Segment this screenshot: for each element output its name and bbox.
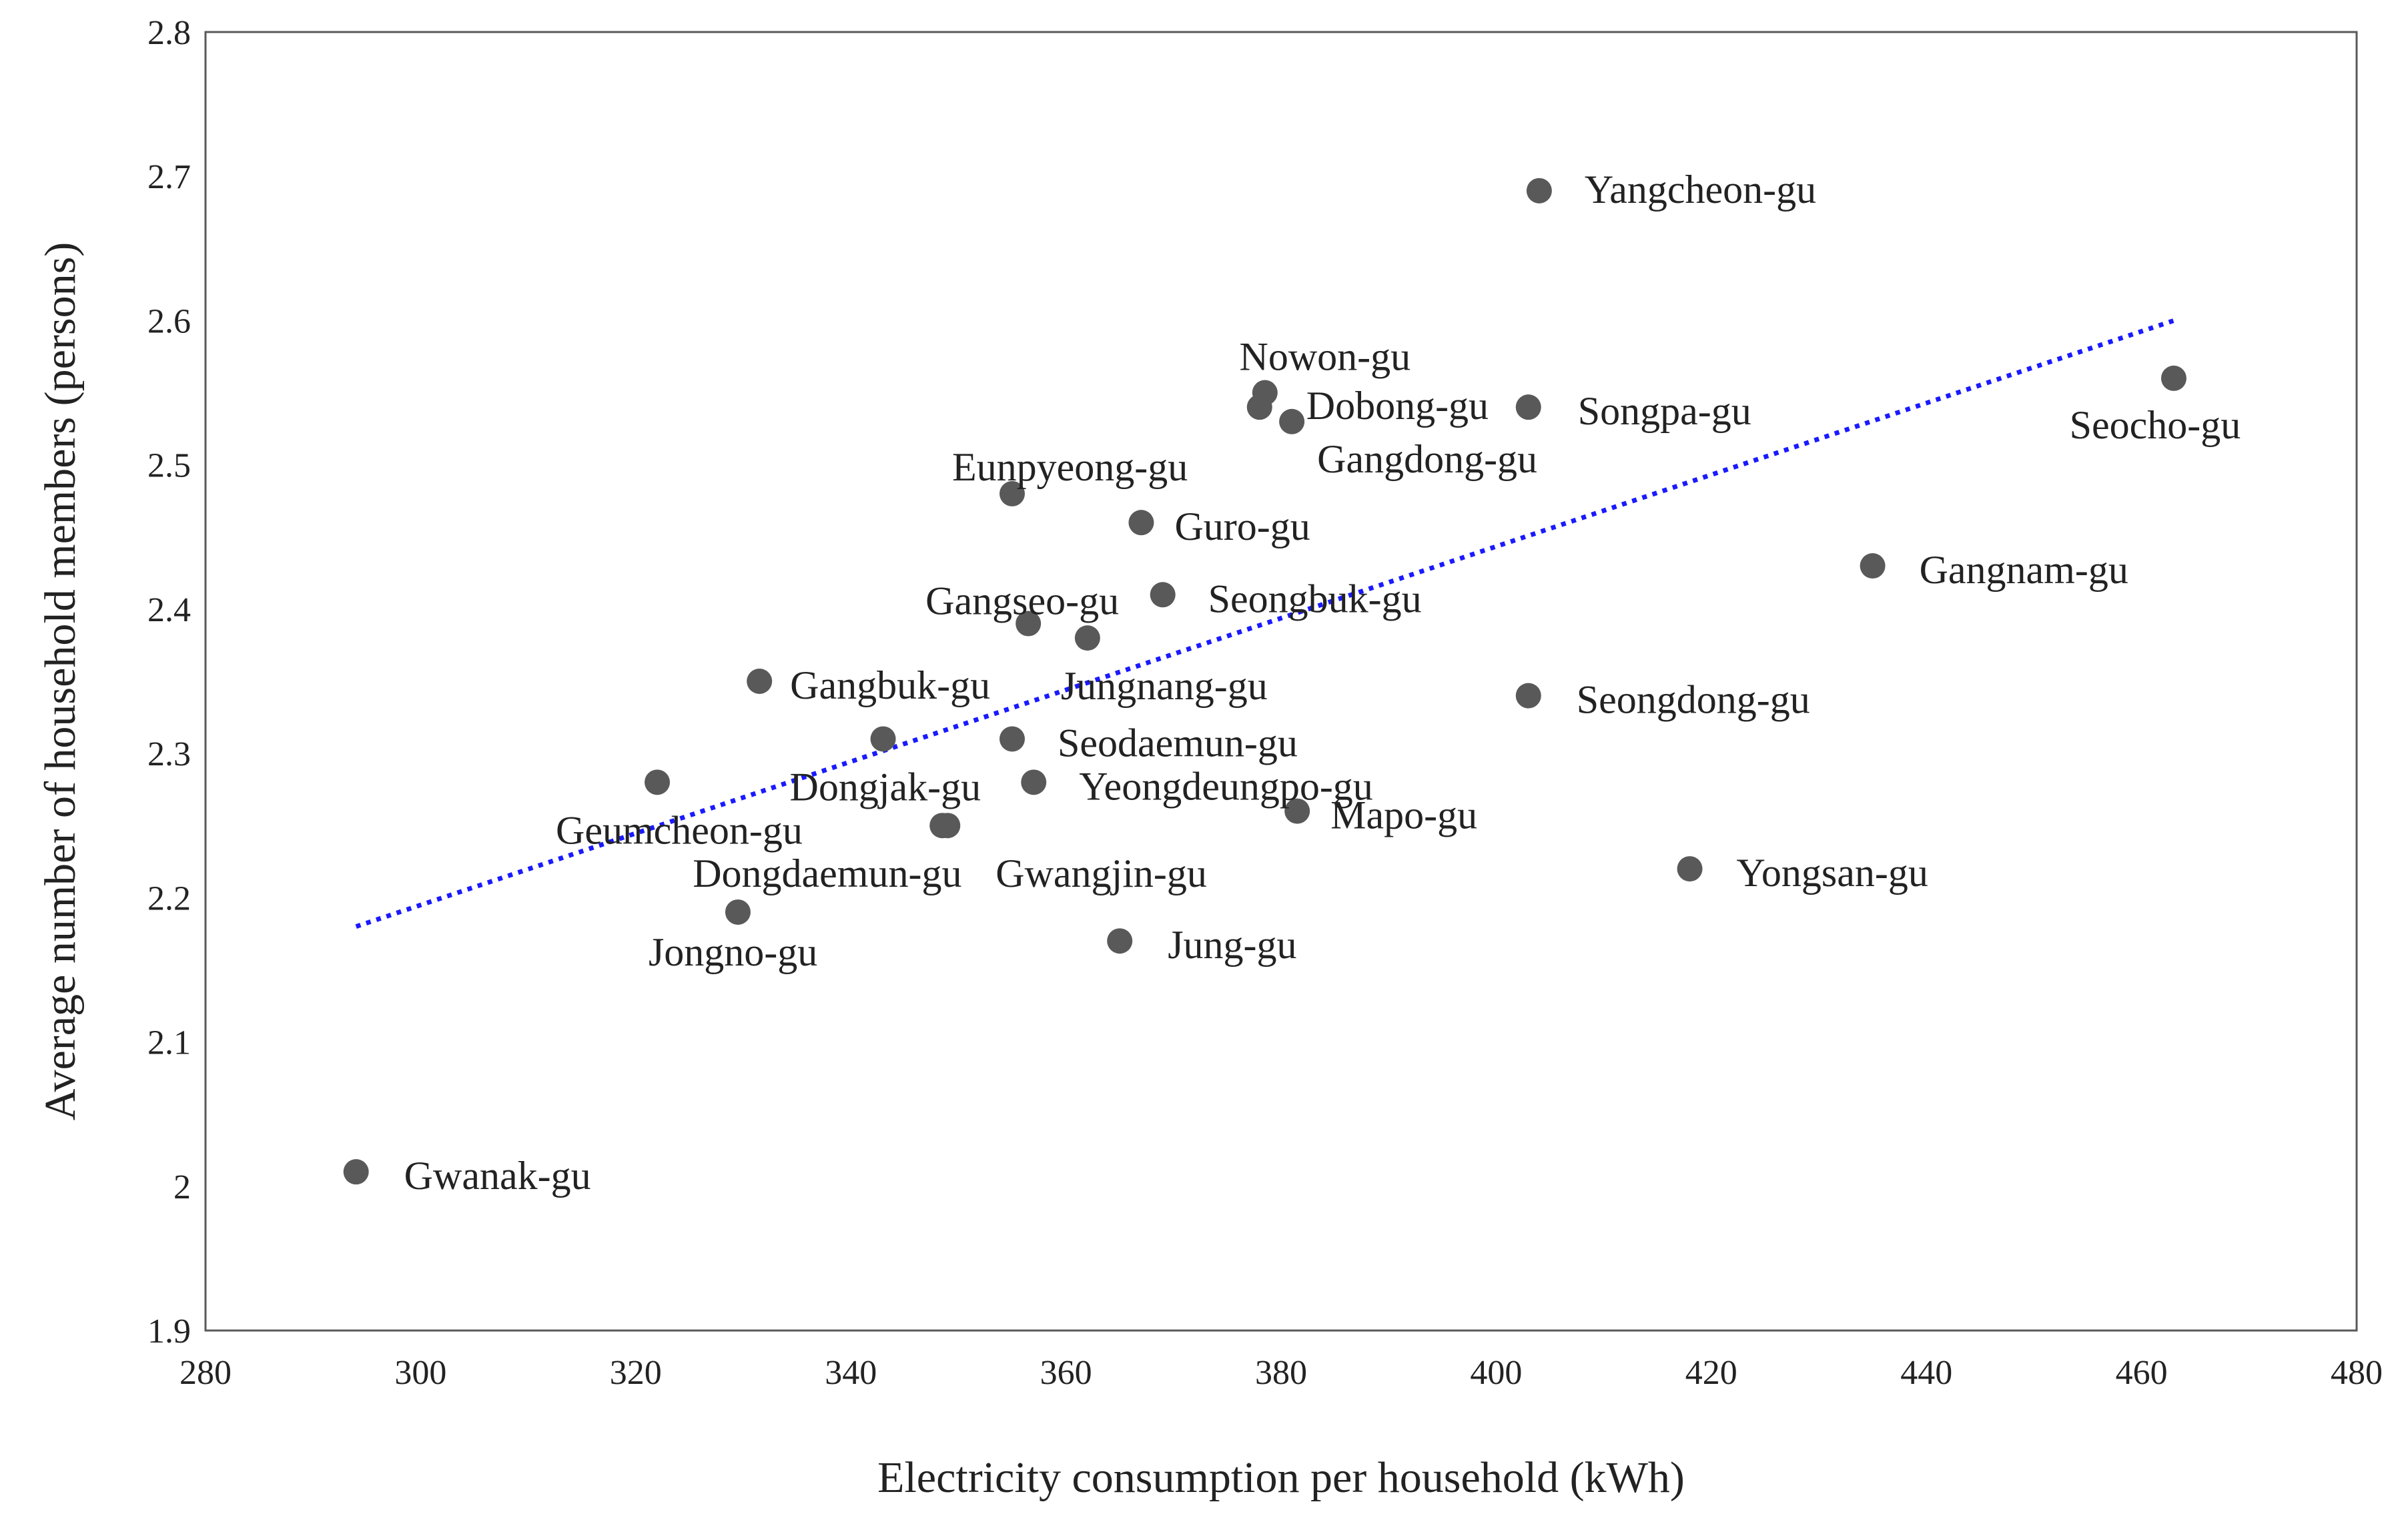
x-tick-label: 460 — [2116, 1354, 2168, 1392]
point-label: Gangseo-gu — [925, 579, 1119, 623]
y-tick-label: 2.1 — [147, 1024, 191, 1062]
data-point — [1074, 625, 1100, 651]
y-tick-label: 2.7 — [147, 158, 191, 196]
point-labels: Yangcheon-gu Nowon-gu Dobong-gu Gangdong-gu… — [404, 167, 2241, 1198]
data-point — [870, 726, 896, 752]
data-point — [1246, 394, 1272, 420]
point-label: Jungnang-gu — [1061, 664, 1268, 708]
point-label: Dobong-gu — [1306, 384, 1489, 428]
x-tick-label: 440 — [1900, 1354, 1952, 1392]
data-point — [747, 669, 773, 694]
point-label: Yangcheon-gu — [1585, 167, 1816, 212]
data-point — [1677, 856, 1703, 882]
data-point — [1150, 582, 1176, 608]
data-point — [343, 1159, 369, 1185]
x-tick-label: 420 — [1685, 1354, 1737, 1392]
point-label: Seodaemun-gu — [1058, 721, 1298, 765]
point-label: Gangdong-gu — [1317, 437, 1537, 481]
x-axis-ticks: 280 300 320 340 360 380 400 420 440 460 480 — [179, 1354, 2383, 1392]
x-tick-label: 400 — [1470, 1354, 1522, 1392]
data-point — [1860, 553, 1886, 579]
y-tick-label: 2.3 — [147, 735, 191, 773]
point-label: Jung-gu — [1168, 923, 1296, 967]
y-tick-label: 2.8 — [147, 14, 191, 52]
point-label: Eunpyeong-gu — [952, 445, 1188, 489]
point-label: Gangnam-gu — [1920, 548, 2128, 592]
x-tick-label: 480 — [2331, 1354, 2383, 1392]
point-label: Yongsan-gu — [1737, 851, 1928, 895]
point-label: Dongdaemun-gu — [693, 851, 961, 895]
point-label: Seongdong-gu — [1577, 678, 1810, 722]
point-label: Nowon-gu — [1239, 335, 1411, 379]
point-label: Geumcheon-gu — [556, 808, 803, 852]
x-axis-title: Electricity consumption per household (k… — [877, 1453, 1685, 1502]
x-tick-label: 300 — [394, 1354, 446, 1392]
x-tick-label: 280 — [179, 1354, 232, 1392]
point-label: Jongno-gu — [649, 930, 817, 974]
y-tick-label: 1.9 — [147, 1312, 191, 1351]
data-point — [1526, 177, 1552, 204]
data-points — [343, 177, 2186, 1185]
point-label: Mapo-gu — [1330, 793, 1477, 837]
point-label: Songpa-gu — [1578, 389, 1751, 433]
x-tick-label: 340 — [825, 1354, 877, 1392]
point-label: Guro-gu — [1174, 504, 1310, 548]
x-tick-label: 360 — [1040, 1354, 1092, 1392]
plot-area-frame — [204, 31, 2358, 1332]
x-tick-label: 320 — [610, 1354, 662, 1392]
y-tick-label: 2 — [173, 1168, 191, 1206]
y-tick-label: 2.2 — [147, 879, 191, 917]
data-point — [725, 899, 751, 925]
y-axis-title: Average number of household members (per… — [36, 242, 85, 1121]
data-point — [935, 813, 961, 839]
y-tick-label: 2.5 — [147, 447, 191, 485]
point-label: Dongjak-gu — [790, 765, 981, 809]
data-point — [1279, 408, 1305, 434]
data-point — [1016, 611, 1042, 637]
point-label: Seongbuk-gu — [1208, 577, 1422, 621]
data-point — [1515, 683, 1541, 709]
point-label: Seocho-gu — [2070, 403, 2241, 447]
data-point — [1107, 928, 1133, 954]
data-point — [999, 480, 1025, 506]
x-tick-label: 380 — [1255, 1354, 1307, 1392]
point-label: Gwanak-gu — [404, 1154, 591, 1198]
y-tick-label: 2.4 — [147, 591, 191, 629]
data-point — [1284, 798, 1310, 824]
data-point — [1021, 769, 1047, 795]
data-point — [1128, 510, 1154, 536]
data-point — [2160, 365, 2186, 391]
y-axis-ticks: 1.9 2 2.1 2.2 2.3 2.4 2.5 2.6 2.7 2.8 — [147, 14, 191, 1351]
y-tick-label: 2.6 — [147, 302, 191, 340]
data-point — [999, 726, 1025, 752]
data-point — [1515, 394, 1541, 420]
point-label: Gangbuk-gu — [790, 663, 990, 707]
point-label: Gwangjin-gu — [995, 851, 1207, 895]
data-point — [645, 769, 671, 795]
point-label: Yeongdeungpo-gu — [1079, 764, 1373, 808]
